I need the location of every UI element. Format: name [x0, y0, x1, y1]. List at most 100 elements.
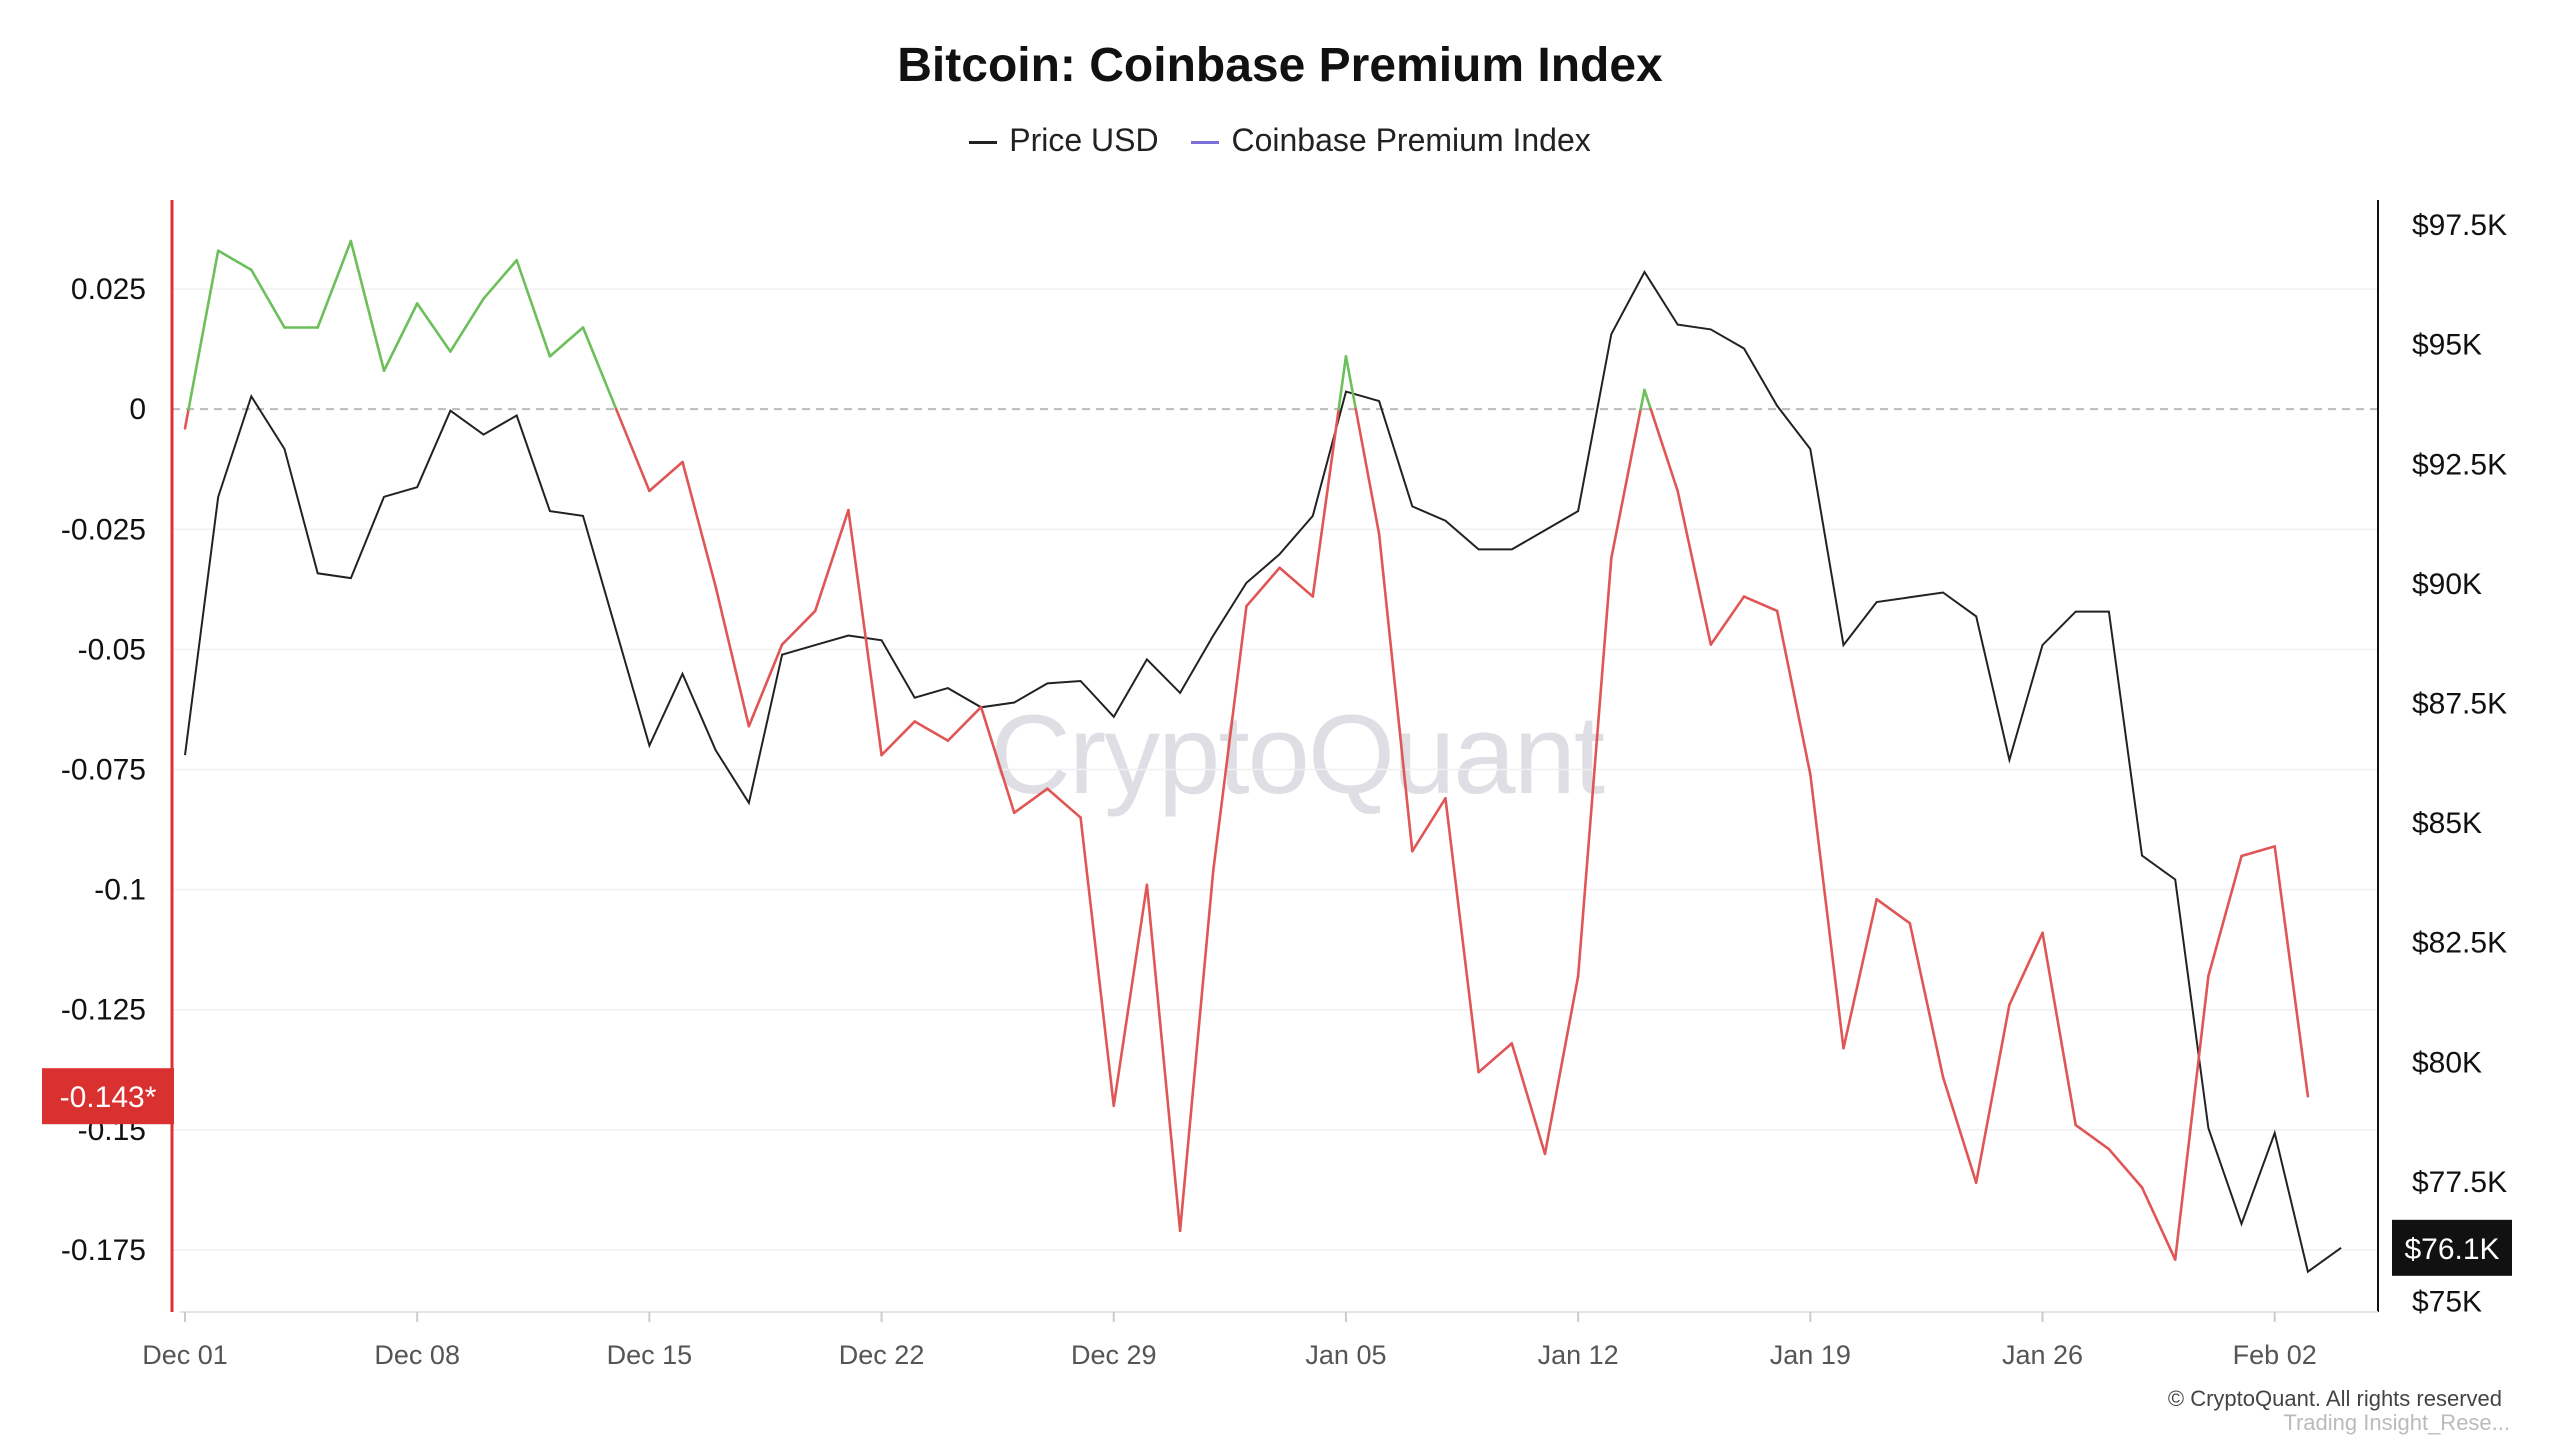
legend-label-premium: Coinbase Premium Index	[1231, 122, 1591, 158]
premium-segment	[1875, 897, 1912, 925]
premium-segment	[2207, 854, 2243, 978]
axes	[170, 200, 2379, 1322]
premium-segment	[681, 460, 718, 589]
left-tick-label: 0.025	[71, 273, 146, 306]
premium-segment	[183, 407, 190, 430]
premium-segment	[581, 326, 618, 411]
premium-segment	[449, 297, 485, 353]
premium-segment	[1809, 773, 1845, 1050]
left-tick-label: -0.025	[61, 513, 146, 546]
chart-title: Bitcoin: Coinbase Premium Index	[897, 39, 1663, 92]
premium-segment	[250, 268, 286, 329]
premium-series	[183, 239, 2310, 1261]
premium-segment	[316, 239, 353, 329]
premium-segment	[2140, 1186, 2177, 1261]
premium-segment	[1245, 566, 1281, 608]
premium-segment	[1344, 355, 1358, 411]
legend-label-price: Price USD	[1009, 122, 1159, 158]
premium-segment	[2240, 845, 2277, 858]
right-tick-label: $77.5K	[2412, 1166, 2507, 1199]
x-tick-label: Jan 05	[1305, 1340, 1386, 1370]
premium-segment	[548, 326, 585, 358]
right-tick-label: $95K	[2412, 329, 2482, 362]
right-tick-label: $82.5K	[2412, 927, 2507, 960]
premium-segment	[1046, 787, 1082, 819]
premium-segment	[1610, 407, 1642, 560]
right-tick-label: $80K	[2412, 1046, 2482, 1079]
price-line	[184, 270, 2342, 1274]
premium-segment	[187, 249, 220, 411]
premium-segment	[714, 585, 751, 728]
premium-segment	[1311, 407, 1340, 598]
premium-segment	[1709, 595, 1746, 646]
premium-segment	[1775, 609, 1812, 776]
premium-segment	[813, 508, 850, 613]
premium-segment	[1941, 1075, 1978, 1184]
premium-segment	[747, 643, 784, 728]
premium-segment	[1079, 816, 1116, 1108]
premium-segment	[979, 705, 1016, 815]
price-value-badge	[2392, 1219, 2512, 1276]
premium-segment	[1145, 883, 1182, 1233]
premium-segment	[880, 720, 917, 757]
premium-segment	[515, 258, 552, 358]
premium-segment	[2107, 1147, 2144, 1189]
legend: Price USD Coinbase Premium Index	[0, 122, 2560, 159]
premium-segment	[614, 407, 651, 493]
premium-segment	[415, 302, 452, 353]
legend-swatch-premium	[1191, 141, 1220, 145]
legend-item-premium[interactable]: Coinbase Premium Index	[1191, 122, 1591, 159]
premium-segment	[1337, 355, 1348, 411]
premium-segment	[2173, 974, 2210, 1261]
premium-segment	[1444, 797, 1480, 1074]
x-tick-label: Jan 19	[1770, 1340, 1851, 1370]
premium-segment	[1377, 532, 1414, 853]
value-badges: -0.143* $76.1K	[42, 1068, 2512, 1276]
premium-segment	[1576, 556, 1613, 978]
axis-labels: 0.0250-0.025-0.05-0.075-0.1-0.125-0.15-0…	[61, 209, 2507, 1370]
premium-segment	[1643, 388, 1653, 411]
x-tick-label: Jan 12	[1538, 1340, 1619, 1370]
premium-segment	[1178, 869, 1215, 1233]
premium-segment	[2008, 931, 2044, 1007]
left-tick-label: -0.175	[61, 1234, 146, 1267]
premium-segment	[913, 720, 950, 742]
premium-segment	[1639, 388, 1646, 411]
credit-text: Trading Insight_Rese...	[2283, 1410, 2510, 1435]
price-series	[184, 270, 2342, 1274]
x-tick-label: Jan 26	[2002, 1340, 2083, 1370]
price-value-badge-label: $76.1K	[2404, 1233, 2499, 1266]
legend-swatch-price	[969, 141, 998, 145]
premium-segment	[1543, 974, 1580, 1156]
premium-segment	[1211, 604, 1248, 872]
legend-item-price[interactable]: Price USD	[969, 122, 1159, 159]
premium-segment	[1676, 489, 1713, 646]
premium-segment	[1012, 787, 1049, 815]
premium-segment	[2273, 845, 2310, 1098]
premium-segment	[1410, 797, 1447, 853]
premium-segment	[1842, 897, 1878, 1050]
premium-segment	[216, 249, 253, 272]
premium-segment	[1742, 595, 1779, 613]
premium-segment	[1974, 1003, 2011, 1184]
premium-value-badge	[42, 1068, 174, 1125]
right-tick-label: $85K	[2412, 807, 2482, 840]
left-tick-label: -0.125	[61, 994, 146, 1027]
left-tick-label: -0.05	[78, 633, 146, 666]
left-tick-label: -0.1	[94, 874, 146, 907]
premium-segment	[780, 609, 817, 646]
x-tick-label: Dec 15	[607, 1340, 693, 1370]
premium-segment	[648, 460, 684, 493]
x-tick-label: Dec 22	[839, 1340, 925, 1370]
premium-segment	[1112, 883, 1149, 1108]
premium-segment	[1278, 566, 1315, 598]
watermark-logo: CryptoQuant	[990, 692, 1605, 817]
premium-segment	[349, 239, 386, 373]
premium-segment	[382, 302, 419, 373]
x-tick-label: Dec 29	[1071, 1340, 1157, 1370]
right-tick-label: $75K	[2412, 1285, 2482, 1318]
left-tick-label: -0.075	[61, 754, 146, 787]
premium-segment	[847, 508, 883, 757]
right-tick-label: $87.5K	[2412, 687, 2507, 720]
